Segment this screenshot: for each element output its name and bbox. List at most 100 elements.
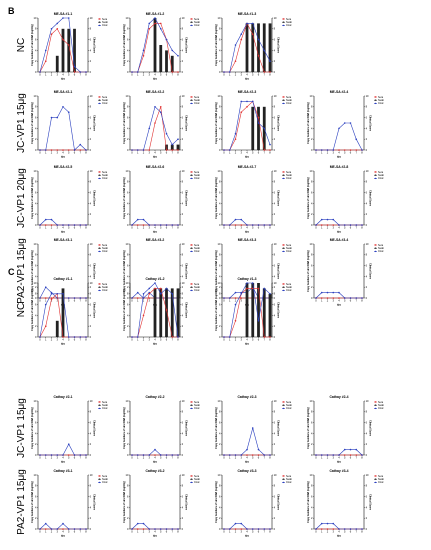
y-tick-label-left: 6 [35, 191, 37, 195]
clinical-point [228, 224, 231, 226]
clinical-point [67, 224, 70, 226]
y-tick-label-left: 2 [311, 442, 313, 446]
chart-title: Cathay #2-3 [237, 395, 256, 399]
x-tick-label: 1 [229, 456, 231, 460]
clinical-point [349, 122, 352, 124]
x-tick-label: 0 [131, 151, 133, 155]
y-tick-label-right: 0 [274, 453, 276, 457]
clinical-point [79, 297, 82, 299]
legend-swatch-marker [98, 404, 101, 406]
clinical-point [67, 528, 70, 530]
clinical-point [56, 454, 59, 456]
sera-point [326, 528, 329, 530]
swab-bar [61, 28, 65, 72]
sera-point [177, 71, 179, 73]
legend-swatch-marker [98, 247, 101, 249]
x-tick-label: 2 [327, 456, 329, 460]
legend-label: Clcal [194, 250, 200, 253]
clinical-point [148, 224, 151, 226]
sera-point [349, 454, 352, 456]
y-tick-label-right: 10 [90, 242, 93, 246]
y-tick-label-right: 6 [90, 116, 92, 120]
legend-swatch-marker [282, 407, 285, 410]
clinical-point [136, 522, 139, 525]
legend-label: Sera [286, 283, 292, 286]
clinical-point [257, 528, 260, 530]
sera-point [257, 55, 260, 57]
y-tick-label-right: 6 [366, 191, 368, 195]
clinical-point [269, 528, 271, 530]
y-tick-label-left: 0 [127, 453, 129, 457]
x-tick-label: 0 [315, 226, 317, 230]
panel-c-label: C [8, 267, 15, 277]
clinical-point [246, 528, 248, 530]
mini-chart: ME-SA #2-50 02 24 46 68 810 100 1 2 3 4 5 6 7 8dpcCopy… [31, 165, 109, 233]
clinical-point [39, 224, 41, 226]
y-tick-label-right: 0 [366, 453, 368, 457]
legend-label: Swab [194, 21, 201, 24]
y-tick-label-right: 8 [366, 180, 368, 184]
y-axis-label-left: Copy numbers of viral RNA (log10/g) [307, 481, 310, 523]
clinical-point [148, 127, 151, 130]
x-axis-label: dpc [61, 460, 66, 463]
x-tick-label: 7 [264, 73, 266, 77]
clinical-point [223, 528, 225, 530]
x-tick-label: 0 [131, 530, 133, 534]
y-tick-label-right: 8 [182, 27, 184, 31]
y-tick-label-left: 0 [219, 335, 221, 339]
y-axis-label-right: Clinical Score [93, 302, 96, 318]
x-tick-label: 2 [235, 299, 237, 303]
clinical-point [343, 224, 346, 226]
y-tick-label-right: 0 [182, 527, 184, 531]
clinical-point [315, 528, 317, 530]
clinical-point [171, 528, 174, 530]
legend-label: Clcal [286, 407, 292, 410]
clinical-point [85, 71, 87, 73]
sera-point [50, 224, 53, 226]
x-tick-label: 7 [172, 226, 174, 230]
x-tick-label: 0 [39, 530, 41, 534]
x-tick-label: 4 [246, 530, 248, 534]
y-tick-label-left: 2 [219, 285, 221, 289]
legend-swatch-marker [98, 18, 101, 20]
swab-bar [262, 23, 266, 72]
y-tick-label-left: 2 [311, 285, 313, 289]
legend-label: Swab [102, 99, 109, 102]
clinical-point [355, 448, 358, 451]
x-tick-label: 3 [57, 299, 59, 303]
legend-label: Sera [194, 475, 200, 478]
x-tick-label: 4 [62, 226, 64, 230]
x-tick-label: 3 [333, 226, 335, 230]
clinical-point [62, 106, 64, 108]
y-tick-label-left: 6 [219, 116, 221, 120]
y-tick-label-left: 10 [126, 281, 129, 285]
swab-bar [257, 106, 260, 150]
legend-label: Swab [194, 247, 201, 250]
x-tick-label: 8 [361, 530, 363, 534]
y-tick-label-left: 6 [35, 264, 37, 268]
group-label: PA2-VP1 15μg [16, 238, 27, 304]
clinical-line [39, 523, 86, 530]
sera-point [320, 528, 323, 530]
legend-label: Sera [102, 475, 108, 478]
swab-bar [268, 23, 272, 72]
chart-title: ME-SA #2-3 [238, 90, 257, 94]
y-tick-label-right: 0 [274, 335, 276, 339]
clinical-point [73, 65, 76, 68]
legend-label: Clcal [102, 177, 108, 180]
y-tick-label-left: 0 [127, 223, 129, 227]
clinical-point [171, 224, 174, 226]
x-tick-label: 6 [74, 338, 76, 342]
clinical-point [355, 528, 358, 530]
sera-point [355, 454, 358, 456]
x-tick-label: 4 [154, 530, 156, 534]
clinical-point [62, 17, 64, 19]
y-tick-label-left: 4 [219, 126, 221, 130]
x-tick-label: 6 [166, 73, 168, 77]
y-tick-label-left: 6 [219, 264, 221, 268]
sera-point [332, 297, 335, 299]
clinical-point [240, 293, 243, 295]
clinical-point [85, 224, 87, 226]
y-tick-label-right: 0 [366, 296, 368, 300]
legend-swatch-marker [282, 481, 285, 484]
